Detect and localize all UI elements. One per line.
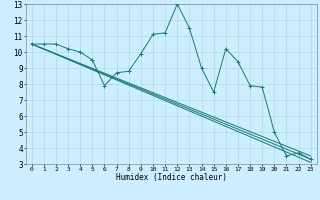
X-axis label: Humidex (Indice chaleur): Humidex (Indice chaleur) [116,173,227,182]
